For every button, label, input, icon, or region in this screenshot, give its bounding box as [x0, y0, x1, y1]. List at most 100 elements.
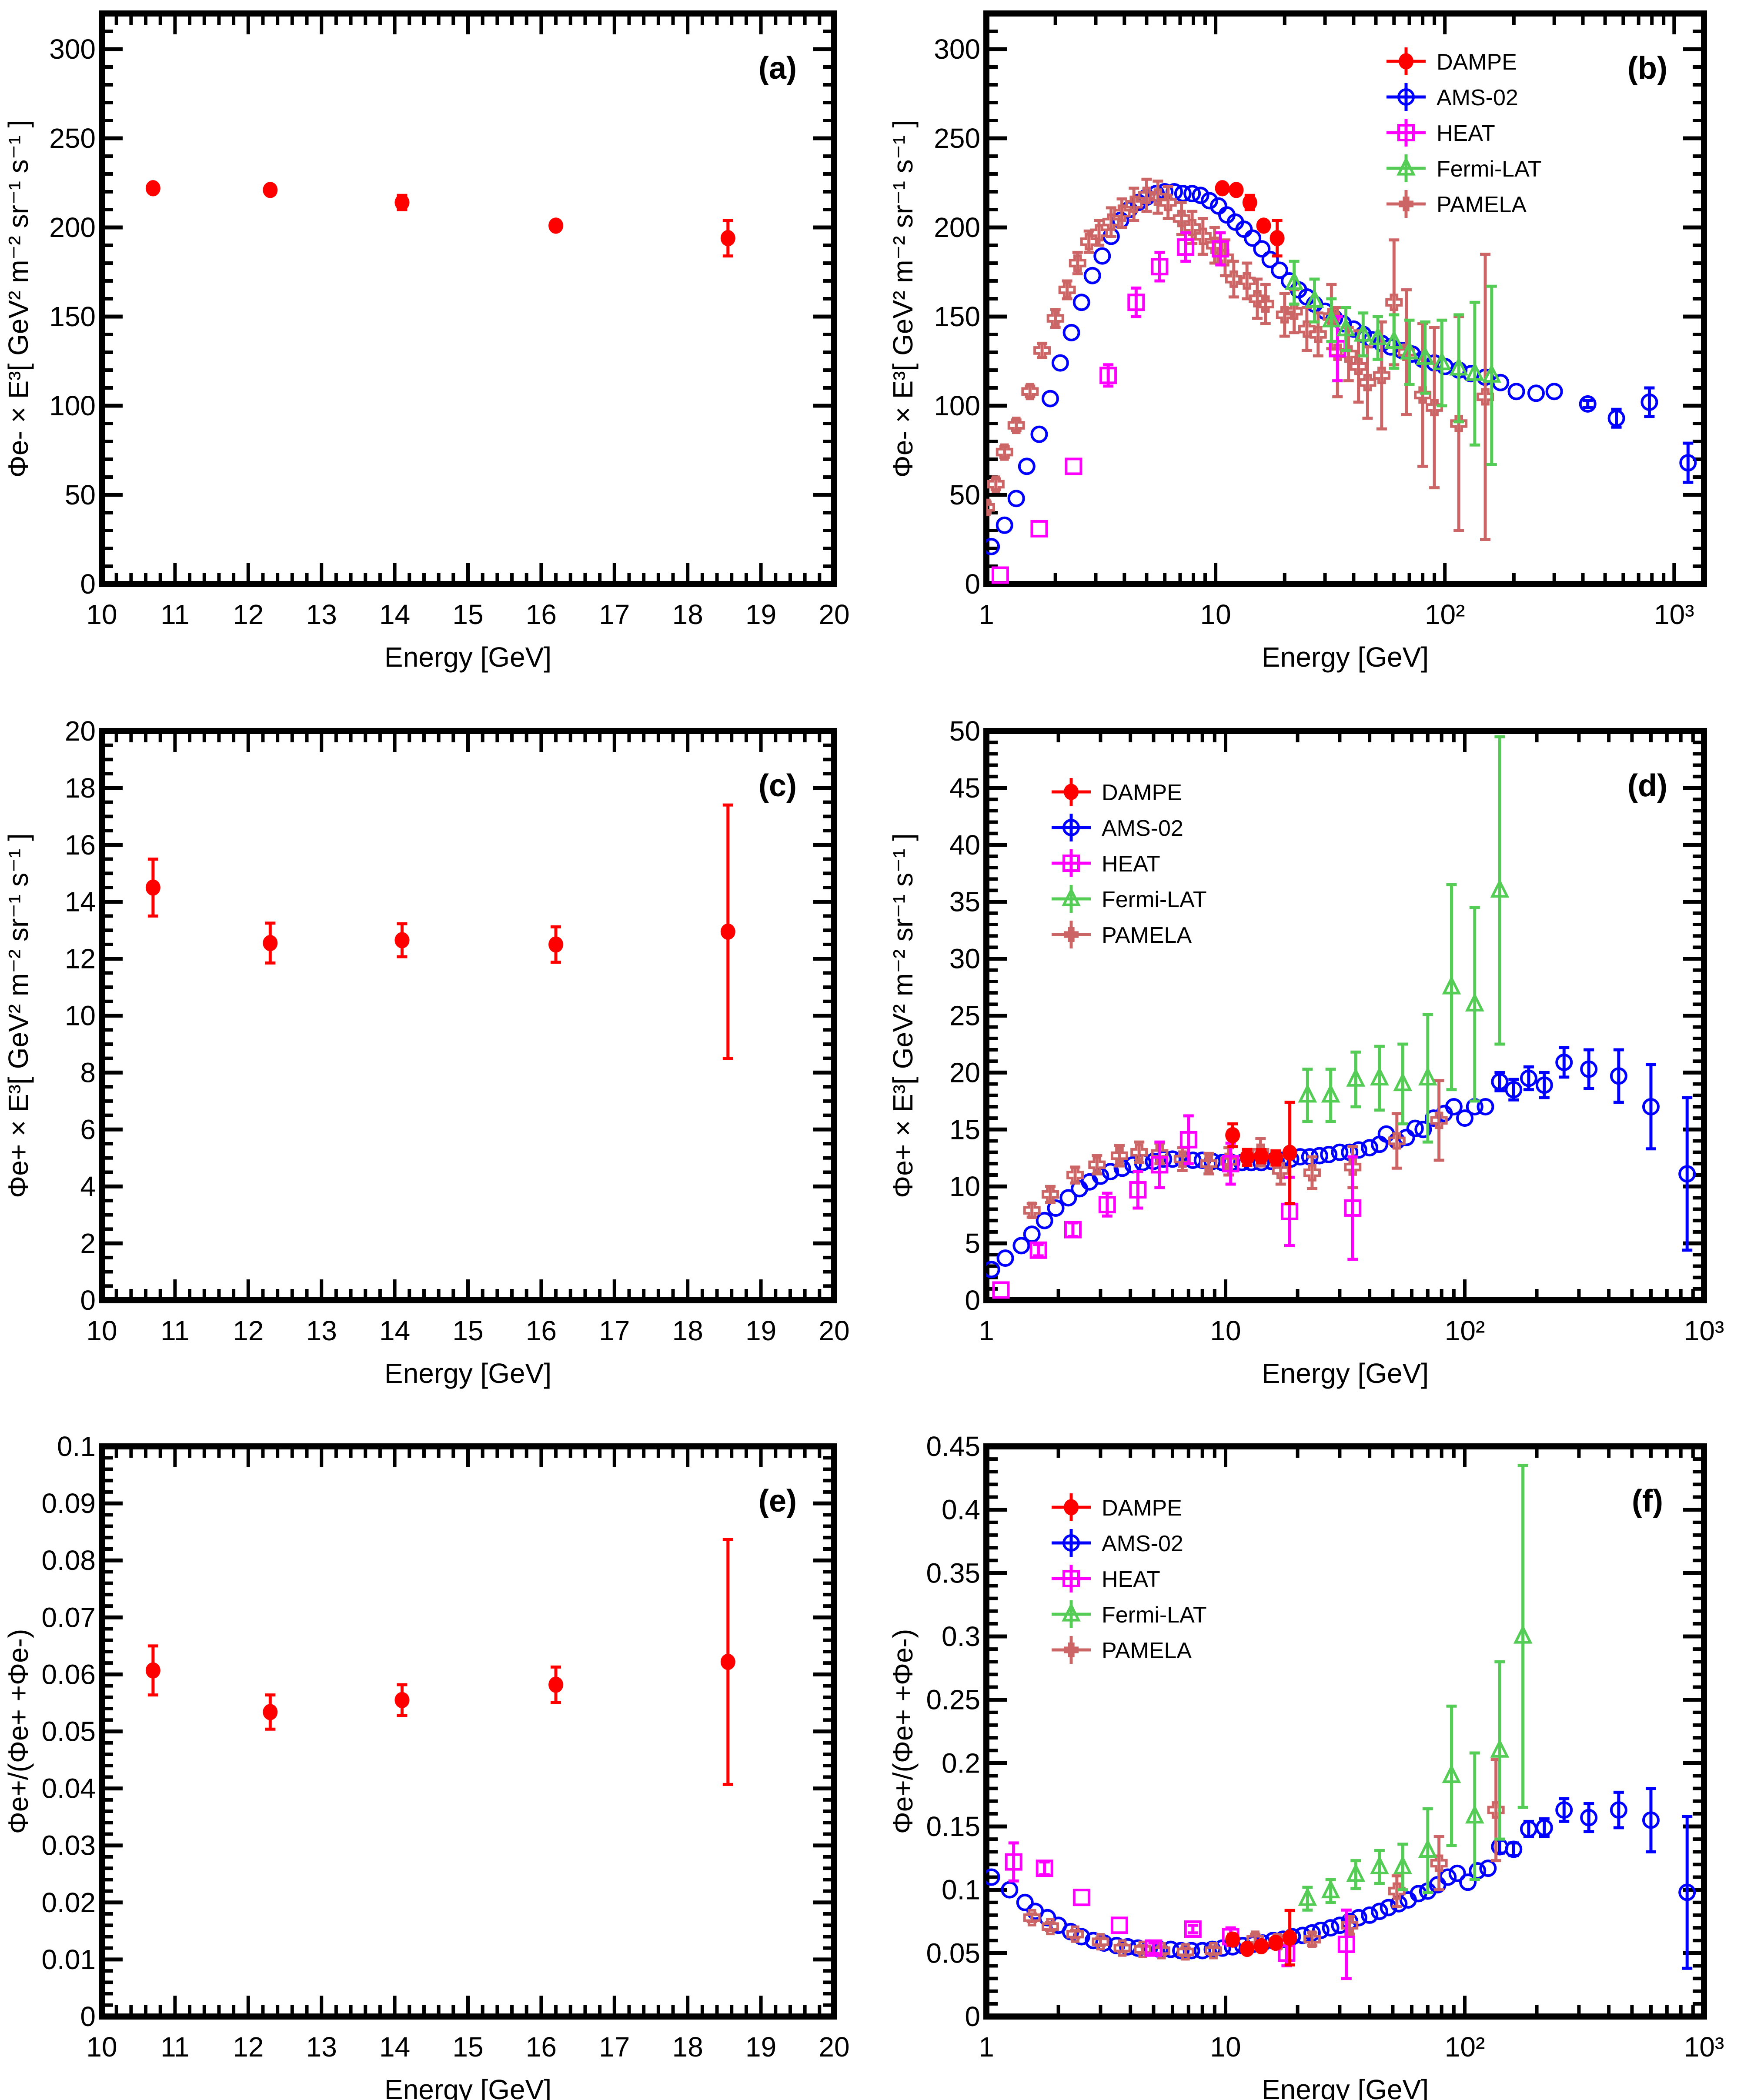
data-point — [1479, 1860, 1497, 1877]
series-dampe — [1215, 180, 1285, 258]
y-tick-label: 300 — [49, 33, 96, 65]
data-point — [1678, 1165, 1696, 1183]
data-layer — [145, 1538, 735, 1786]
data-point — [1113, 204, 1131, 222]
data-point — [1159, 194, 1177, 211]
y-axis-title: Φe+ × E³[ GeV² m⁻² sr⁻¹ s⁻¹ ] — [3, 833, 34, 1198]
series-fermi-lat — [1298, 1464, 1533, 1912]
y-tick-label: 0 — [80, 568, 96, 600]
x-tick-label: 10 — [86, 2031, 117, 2063]
legend-label: AMS-02 — [1102, 1531, 1183, 1556]
data-point — [1110, 1147, 1128, 1165]
data-point — [1192, 187, 1209, 204]
data-point — [1282, 1145, 1297, 1161]
legend-label: HEAT — [1102, 1567, 1160, 1592]
y-tick-label: 0 — [80, 2001, 96, 2032]
y-tick-label: 10 — [949, 1171, 980, 1202]
data-point — [1303, 1164, 1321, 1182]
y-tick-label: 14 — [65, 886, 96, 918]
x-tick-label: 14 — [379, 2031, 410, 2063]
y-tick-label: 150 — [934, 301, 980, 332]
legend-entry-pamela: PAMELA — [1387, 190, 1527, 218]
series-heat — [991, 231, 1346, 584]
x-tick-label: 15 — [452, 1315, 483, 1346]
data-point — [1151, 258, 1169, 276]
legend-label: DAMPE — [1437, 50, 1517, 75]
y-tick-label: 50 — [949, 715, 980, 747]
x-axis-title: Energy [GeV] — [384, 641, 551, 673]
data-point — [1418, 1839, 1437, 1858]
legend: DAMPE AMS-02 HEAT Fermi-LAT PAMELA — [1387, 47, 1542, 218]
y-tick-label: 10 — [65, 1000, 96, 1032]
data-point — [1007, 417, 1025, 434]
data-point — [1030, 520, 1048, 538]
data-point — [1505, 1840, 1523, 1858]
x-tick-label: 18 — [672, 599, 703, 630]
data-point — [986, 538, 1000, 555]
data-point — [996, 1249, 1014, 1267]
data-point — [1359, 374, 1376, 391]
data-point — [1090, 224, 1108, 242]
data-point — [1678, 1883, 1696, 1901]
data-point — [1016, 1893, 1034, 1911]
y-tick-label: 20 — [949, 1057, 980, 1088]
legend-marker — [1064, 784, 1079, 800]
x-tick-label: 13 — [306, 599, 337, 630]
y-tick-label: 45 — [949, 772, 980, 804]
x-tick-label: 11 — [160, 599, 189, 630]
data-point — [986, 1261, 1000, 1279]
data-point — [1272, 1162, 1290, 1179]
y-tick-label: 0.08 — [41, 1545, 96, 1576]
data-point — [1023, 1909, 1041, 1926]
data-point — [1240, 1940, 1255, 1957]
panel-tag: (b) — [1627, 51, 1667, 86]
y-tick-label: 0 — [965, 1285, 980, 1316]
data-layer — [145, 180, 735, 258]
data-point — [1176, 1943, 1194, 1961]
data-point — [1065, 457, 1082, 475]
data-point — [1346, 1067, 1366, 1087]
data-point — [1482, 364, 1501, 383]
panel-f: 0 0.05 0.1 0.15 0.2 0.25 0.3 0.35 0.4 0.45 1 10 10² 1… — [887, 1431, 1724, 2100]
legend-entry-heat: HEAT — [1052, 1565, 1160, 1593]
y-tick-label: 100 — [934, 390, 980, 421]
data-point — [1278, 1944, 1296, 1962]
plot-frame — [99, 10, 837, 587]
panel-d: 0 5 10 15 20 25 30 35 40 45 50 1 10 10² 10³ Energy [GeV… — [887, 715, 1724, 1389]
x-tick-label: 10 — [86, 1315, 117, 1346]
data-point — [1098, 1196, 1116, 1214]
data-point — [1184, 1920, 1202, 1938]
data-point — [1080, 233, 1098, 250]
y-tick-label: 0.1 — [57, 1431, 96, 1462]
data-point — [1179, 1131, 1197, 1148]
data-layer — [986, 735, 1696, 1299]
data-point — [1253, 240, 1271, 258]
series-dampe — [145, 180, 735, 258]
y-tick-label: 0.35 — [926, 1557, 980, 1589]
data-layer — [145, 803, 735, 1060]
data-point — [1023, 1202, 1041, 1219]
data-point — [1393, 1072, 1413, 1092]
y-tick-label: 250 — [49, 123, 96, 154]
data-point — [1344, 1158, 1362, 1176]
data-point — [1254, 1148, 1269, 1165]
y-tick-label: 12 — [65, 943, 96, 975]
data-point — [992, 1281, 1010, 1299]
panel-tag: (d) — [1627, 768, 1667, 803]
data-point — [1225, 270, 1243, 288]
x-tick-label: 1 — [979, 2031, 994, 2063]
data-point — [1029, 1241, 1047, 1259]
data-point — [1298, 1886, 1317, 1906]
data-point — [1545, 383, 1563, 401]
data-point — [1041, 1185, 1059, 1203]
data-point — [1507, 383, 1525, 401]
data-point — [1064, 1221, 1082, 1239]
data-point — [1331, 1143, 1349, 1161]
legend-marker — [1062, 819, 1080, 836]
data-point — [1173, 1150, 1191, 1168]
data-point — [1127, 294, 1145, 311]
legend-entry-heat: HEAT — [1052, 849, 1160, 877]
data-point — [1465, 992, 1484, 1012]
panel-tag: (f) — [1632, 1484, 1663, 1519]
series-dampe — [145, 1538, 735, 1786]
